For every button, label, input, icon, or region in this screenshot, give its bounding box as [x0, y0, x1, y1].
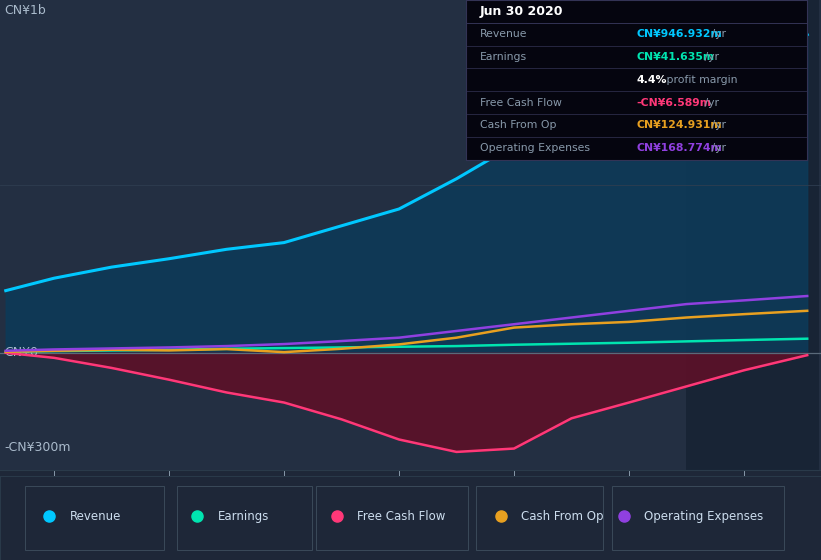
Text: -CN¥6.589m: -CN¥6.589m [637, 97, 712, 108]
Text: /yr: /yr [708, 143, 726, 153]
Text: Revenue: Revenue [480, 29, 527, 39]
Text: CN¥1b: CN¥1b [4, 4, 46, 17]
Text: 4.4%: 4.4% [637, 75, 667, 85]
Text: Revenue: Revenue [70, 510, 122, 523]
Bar [316, 486, 468, 550]
Bar [476, 486, 603, 550]
Text: profit margin: profit margin [663, 75, 737, 85]
Text: Earnings: Earnings [480, 52, 527, 62]
Bar [25, 486, 164, 550]
Text: Cash From Op: Cash From Op [521, 510, 603, 523]
Text: Cash From Op: Cash From Op [480, 120, 557, 130]
Bar [686, 0, 819, 470]
Text: CN¥946.932m: CN¥946.932m [637, 29, 722, 39]
Text: Earnings: Earnings [218, 510, 269, 523]
Bar [612, 486, 784, 550]
Bar [177, 486, 312, 550]
Text: Operating Expenses: Operating Expenses [480, 143, 590, 153]
Text: CN¥0: CN¥0 [4, 346, 38, 360]
Text: Jun 30 2020: Jun 30 2020 [480, 5, 563, 18]
Text: /yr: /yr [708, 29, 726, 39]
Text: -CN¥300m: -CN¥300m [4, 441, 71, 454]
Text: Operating Expenses: Operating Expenses [644, 510, 764, 523]
Text: CN¥168.774m: CN¥168.774m [637, 143, 722, 153]
Text: Free Cash Flow: Free Cash Flow [480, 97, 562, 108]
Text: CN¥124.931m: CN¥124.931m [637, 120, 722, 130]
Text: /yr: /yr [701, 52, 719, 62]
Text: CN¥41.635m: CN¥41.635m [637, 52, 715, 62]
Text: Free Cash Flow: Free Cash Flow [357, 510, 446, 523]
Text: /yr: /yr [701, 97, 719, 108]
Text: /yr: /yr [708, 120, 726, 130]
